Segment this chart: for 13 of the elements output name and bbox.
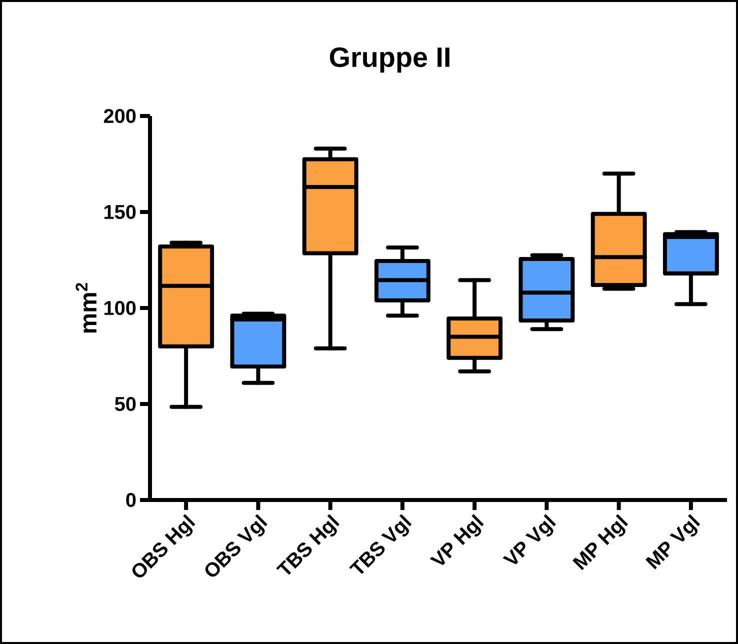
x-tick-label: MP Hgl: [572, 514, 628, 570]
x-tick-label: VP Vgl: [502, 514, 556, 564]
x-tick-label: TBS Vgl: [349, 514, 412, 574]
y-tick-label: 0: [126, 492, 136, 508]
chart-title: Gruppe II: [330, 47, 450, 73]
x-tick-label: MP Vgl: [645, 514, 700, 570]
y-tick-label: 100: [104, 300, 136, 316]
x-tick-label: VP Hgl: [430, 514, 484, 566]
y-axis-title: mm$^{2}$: [76, 283, 96, 333]
y-tick-label: 50: [114, 396, 136, 412]
y-tick-label: 200: [104, 108, 136, 124]
y-tick-label: 150: [104, 204, 136, 220]
x-tick-label: TBS Hgl: [276, 514, 340, 575]
